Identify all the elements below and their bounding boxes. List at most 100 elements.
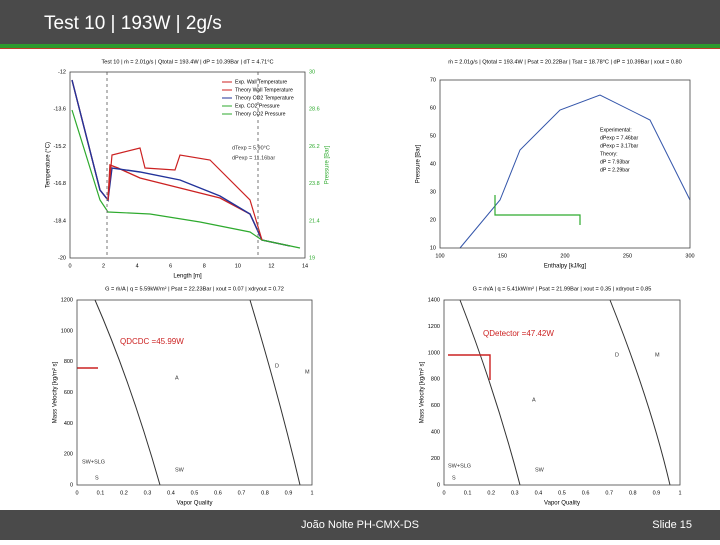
y-tick-label: 60	[430, 105, 436, 111]
x-tick-label: 0.6	[582, 490, 590, 496]
legend-entry: dP = 7.93bar	[600, 159, 630, 165]
plot-frame	[76, 299, 313, 486]
curve	[249, 299, 301, 486]
y-tick-label: 40	[430, 161, 436, 167]
y-tick-label: 1000	[428, 350, 440, 356]
annotation: S	[95, 475, 99, 481]
x-tick-label: 2	[102, 263, 105, 269]
curve	[71, 79, 291, 247]
y-tick-label: 600	[431, 403, 440, 409]
x-tick-label: 0.9	[285, 490, 293, 496]
x-tick-label: 0	[68, 263, 71, 269]
annotation: SW	[175, 467, 185, 473]
curve	[107, 147, 263, 241]
curve	[459, 94, 691, 249]
legend-entry: Exp. Wall Temperature	[235, 79, 287, 85]
x-tick-label: 0	[75, 490, 78, 496]
y-axis-label: Mass Velocity [kg/m² s]	[420, 361, 426, 423]
x-axis-label: Vapor Quality	[177, 501, 213, 507]
y-tick-label: 200	[64, 452, 73, 458]
panel-title: G = ṁ/A | q = 5.59kW/m² | Psat = 22.23Ba…	[105, 286, 284, 292]
x-tick-label: 8	[203, 263, 206, 269]
y-tick-label: -20	[58, 255, 66, 261]
x-tick-label: 10	[235, 263, 241, 269]
y2-tick-label: 23.8	[309, 181, 320, 187]
x-tick-label: 300	[685, 253, 694, 259]
x-axis-label: Length [m]	[173, 274, 202, 280]
annotation: A	[532, 397, 536, 403]
y-tick-label: 30	[430, 189, 436, 195]
curve	[609, 299, 671, 486]
y2-axis-label: Pressure [Bar]	[325, 146, 331, 185]
y-tick-label: -18.4	[53, 218, 66, 224]
footer-author: João Nolte PH-CMX-DS	[301, 519, 419, 531]
x-tick-label: 0.5	[191, 490, 199, 496]
y-tick-label: 70	[430, 77, 436, 83]
y-tick-label: 200	[431, 456, 440, 462]
legend-entry: Experimental:	[600, 127, 632, 133]
y-tick-label: -12	[58, 69, 66, 75]
x-tick-label: 14	[302, 263, 308, 269]
x-tick-label: 1	[678, 490, 681, 496]
x-axis-label: Vapor Quality	[544, 501, 580, 507]
y2-tick-label: 19	[309, 255, 315, 261]
y-tick-label: 0	[437, 482, 440, 488]
slide-number: Slide 15	[652, 519, 692, 531]
y-tick-label: 1000	[61, 328, 73, 334]
y-tick-label: 0	[70, 482, 73, 488]
annotation: dTexp = 5.90°C	[232, 145, 270, 151]
x-tick-label: 6	[169, 263, 172, 269]
x-tick-label: 250	[623, 253, 632, 259]
curve	[494, 195, 581, 225]
legend-entry: Exp. CO2 Pressure	[235, 103, 280, 109]
annotation: A	[175, 375, 179, 381]
x-tick-label: 0.5	[558, 490, 566, 496]
legend-entry: dPexp = 3.17bar	[600, 143, 638, 149]
panel-title: ṁ = 2.01g/s | Qtotal = 193.4W | Psat = 2…	[448, 59, 682, 65]
annotation: SW+SLG	[82, 459, 105, 465]
y2-tick-label: 30	[309, 69, 315, 75]
header-bar	[0, 0, 720, 44]
panel-title: G = ṁ/A | q = 5.41kW/m² | Psat = 21.99Ba…	[473, 286, 652, 292]
y2-tick-label: 26.2	[309, 144, 320, 150]
x-tick-label: 0.8	[261, 490, 269, 496]
curve	[71, 109, 301, 249]
plot-frame	[69, 71, 306, 259]
legend-entry: dPexp = 7.46bar	[600, 135, 638, 141]
annotation: dPexp = 11.16bar	[232, 155, 275, 161]
x-tick-label: 0.4	[535, 490, 543, 496]
x-tick-label: 200	[560, 253, 569, 259]
x-tick-label: 100	[435, 253, 444, 259]
x-tick-label: 0.7	[238, 490, 246, 496]
x-tick-label: 0.2	[120, 490, 128, 496]
y-tick-label: 10	[430, 245, 436, 251]
annotation: M	[305, 369, 310, 375]
y-axis-label: Pressure [Bar]	[416, 145, 422, 184]
y-tick-label: 400	[64, 421, 73, 427]
plots	[71, 72, 691, 486]
annotation: SW+SLG	[448, 463, 471, 469]
x-tick-label: 0.1	[97, 490, 105, 496]
x-tick-label: 4	[136, 263, 139, 269]
y-tick-label: 1200	[428, 324, 440, 330]
x-tick-label: 0.7	[605, 490, 613, 496]
annotation: S	[452, 475, 456, 481]
header-stripe	[0, 44, 720, 48]
plot-frame	[439, 79, 691, 249]
x-tick-label: 0.9	[653, 490, 661, 496]
x-tick-label: 0.6	[214, 490, 222, 496]
y-axis-label: Temperature (°C)	[46, 142, 52, 188]
panel-title: Test 10 | ṁ = 2.01g/s | Qtotal = 193.4W …	[101, 59, 273, 65]
y-tick-label: 50	[430, 133, 436, 139]
x-tick-label: 1	[310, 490, 313, 496]
x-tick-label: 0.3	[144, 490, 152, 496]
y-tick-label: 20	[430, 217, 436, 223]
y-tick-label: -16.8	[53, 181, 66, 187]
y-tick-label: 400	[431, 430, 440, 436]
x-tick-label: 0.2	[487, 490, 495, 496]
x-tick-label: 0	[442, 490, 445, 496]
curve	[94, 299, 161, 486]
x-tick-label: 150	[498, 253, 507, 259]
y-tick-label: 800	[431, 377, 440, 383]
legend-entry: Theory CO2 Temperature	[235, 95, 294, 101]
